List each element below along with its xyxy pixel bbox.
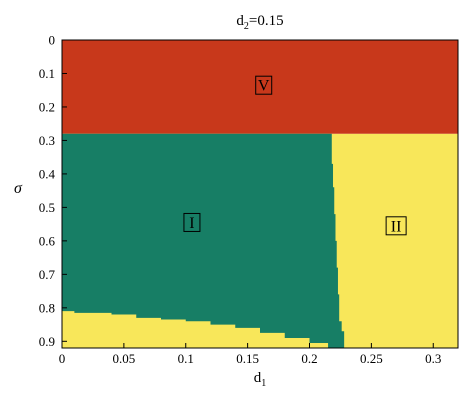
y-tick-label: 0.6 xyxy=(39,233,56,248)
x-tick-label: 0.25 xyxy=(360,351,383,366)
y-tick-label: 0.4 xyxy=(39,166,56,181)
x-tick-label: 0.3 xyxy=(425,351,441,366)
y-axis-ticks: 0 0.1 0.2 0.3 0.4 0.5 0.6 0.7 0.8 0.9 xyxy=(39,33,67,349)
y-tick-label: 0.7 xyxy=(39,267,56,282)
x-tick-label: 0.2 xyxy=(301,351,317,366)
y-tick-label: 0.2 xyxy=(39,99,55,114)
plot-frame xyxy=(61,39,459,349)
x-tick-label: 0.1 xyxy=(178,351,194,366)
y-axis-label: σ xyxy=(14,180,23,197)
region-V-label-box xyxy=(255,75,273,95)
x-tick-label: 0 xyxy=(59,351,66,366)
x-tick-label: 0.15 xyxy=(236,351,259,366)
region-I-label: I xyxy=(189,215,194,232)
region-II-label-box xyxy=(385,216,407,236)
region-labels: VI II xyxy=(183,75,407,236)
x-axis-label: d1 xyxy=(254,370,267,389)
region-II-label: II xyxy=(391,218,402,235)
region-I-label-box xyxy=(183,212,201,232)
x-axis-ticks: 0 0.05 0.1 0.15 0.2 0.25 0.3 xyxy=(59,343,441,366)
region-V-fill xyxy=(62,40,458,134)
x-tick-label: 0.05 xyxy=(113,351,136,366)
y-tick-label: 0.1 xyxy=(39,66,55,81)
y-tick-label: 0.3 xyxy=(39,133,55,148)
region-V-label: V xyxy=(258,78,270,95)
y-tick-label: 0.8 xyxy=(39,300,55,315)
chart-title: d2=0.15 xyxy=(236,13,283,32)
y-tick-label: 0.5 xyxy=(39,200,55,215)
region-I-fill xyxy=(62,133,345,348)
plot-regions xyxy=(62,40,458,348)
y-tick-label: 0.9 xyxy=(39,334,55,349)
y-tick-label: 0 xyxy=(49,33,56,48)
